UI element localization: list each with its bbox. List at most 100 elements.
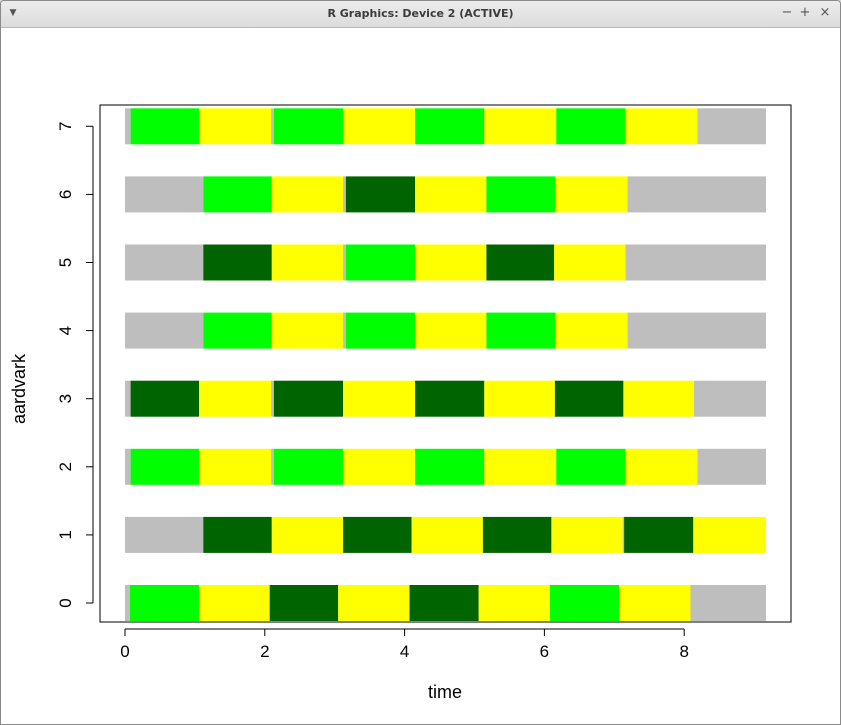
y-tick-label-5: 5 — [56, 258, 75, 267]
bar-segment-row5-6 — [486, 244, 555, 281]
bar-segment-row6-0 — [125, 176, 204, 213]
bar-segment-row2-5 — [343, 448, 416, 485]
bar-segment-row7-10 — [697, 108, 766, 145]
bar-segment-row5-1 — [203, 244, 272, 281]
bar-segment-row0-4 — [338, 585, 410, 621]
bar-segment-row4-2 — [271, 312, 344, 349]
bar-segment-row0-5 — [409, 585, 479, 621]
bar-segment-row2-3 — [271, 448, 274, 485]
bar-segment-row3-9 — [623, 380, 694, 417]
x-tick-label-2: 2 — [260, 642, 269, 661]
bar-segment-row1-1 — [203, 516, 272, 553]
bar-segment-row7-2 — [199, 108, 272, 145]
y-tick-label-7: 7 — [56, 122, 75, 131]
close-button[interactable]: × — [819, 5, 831, 20]
bar-segment-row6-7 — [555, 176, 628, 213]
bar-segment-row6-1 — [203, 176, 272, 213]
bar-segment-row5-0 — [125, 244, 204, 281]
bar-segment-row3-4 — [273, 380, 344, 417]
bar-segment-row7-0 — [125, 108, 131, 145]
minimize-button[interactable]: − — [781, 5, 793, 20]
title-bar[interactable]: ▼ R Graphics: Device 2 (ACTIVE) − + × — [1, 1, 840, 28]
window-menu-icon[interactable]: ▼ — [9, 8, 17, 18]
plot-canvas: 0 2 4 6 8 0 1 2 3 4 5 6 7 time aardvark — [1, 28, 840, 724]
bar-segment-row0-0 — [125, 585, 130, 621]
bar-segment-row7-6 — [415, 108, 485, 145]
bar-segment-row3-6 — [415, 380, 485, 417]
bar-segment-row1-5 — [482, 516, 552, 553]
bar-segment-row4-5 — [415, 312, 487, 349]
bar-segment-row5-2 — [271, 244, 344, 281]
bar-segment-row4-7 — [555, 312, 628, 349]
y-tick-label-4: 4 — [56, 326, 75, 335]
bar-segment-row2-8 — [556, 448, 626, 485]
y-tick-label-1: 1 — [56, 530, 75, 539]
bar-segment-row2-9 — [625, 448, 698, 485]
bar-segment-row7-7 — [484, 108, 557, 145]
bar-segments — [125, 108, 766, 621]
bar-segment-row0-1 — [129, 585, 200, 621]
bar-segment-row1-9 — [693, 516, 766, 553]
bar-segment-row2-10 — [697, 448, 766, 485]
bar-segment-row1-3 — [343, 516, 412, 553]
bar-segment-row4-4 — [345, 312, 416, 349]
y-axis-label: aardvark — [9, 353, 29, 424]
timeline-chart: 0 2 4 6 8 0 1 2 3 4 5 6 7 time aardvark — [9, 104, 792, 702]
bar-segment-row7-3 — [271, 108, 274, 145]
y-tick-label-6: 6 — [56, 190, 75, 199]
bar-segment-row4-1 — [203, 312, 272, 349]
bar-segment-row0-8 — [619, 585, 691, 621]
x-axis: 0 2 4 6 8 — [120, 628, 689, 661]
bar-segment-row6-5 — [415, 176, 487, 213]
bar-segment-row0-7 — [550, 585, 620, 621]
bar-segment-row2-4 — [273, 448, 344, 485]
bar-segment-row2-1 — [130, 448, 200, 485]
bar-segment-row6-3 — [343, 176, 346, 213]
x-tick-label-6: 6 — [540, 642, 549, 661]
y-tick-label-0: 0 — [56, 598, 75, 607]
bar-segment-row6-4 — [345, 176, 416, 213]
bar-segment-row1-2 — [271, 516, 344, 553]
bar-segment-row3-7 — [484, 380, 555, 417]
bar-segment-row2-2 — [199, 448, 272, 485]
bar-segment-row7-4 — [273, 108, 344, 145]
x-tick-label-8: 8 — [679, 642, 688, 661]
bar-segment-row1-4 — [411, 516, 483, 553]
bar-segment-row5-8 — [625, 244, 766, 281]
x-axis-label: time — [428, 682, 462, 702]
bar-segment-row1-6 — [551, 516, 623, 553]
bar-segment-row4-3 — [343, 312, 346, 349]
bar-segment-row1-0 — [125, 516, 204, 553]
bar-segment-row0-2 — [199, 585, 270, 621]
bar-segment-row3-5 — [343, 380, 416, 417]
bar-segment-row0-6 — [478, 585, 550, 621]
bar-segment-row5-4 — [345, 244, 416, 281]
bar-segment-row5-5 — [415, 244, 487, 281]
bar-segment-row2-0 — [125, 448, 131, 485]
bar-segment-row4-0 — [125, 312, 204, 349]
bar-segment-row1-7 — [622, 516, 625, 553]
bar-segment-row3-3 — [271, 380, 274, 417]
bar-segment-row7-8 — [556, 108, 626, 145]
bar-segment-row3-2 — [199, 380, 272, 417]
bar-segment-row6-6 — [486, 176, 556, 213]
bar-segment-row3-1 — [130, 380, 200, 417]
bar-segment-row1-8 — [624, 516, 694, 553]
window-title: R Graphics: Device 2 (ACTIVE) — [327, 7, 514, 20]
bar-segment-row7-5 — [343, 108, 416, 145]
y-tick-label-3: 3 — [56, 394, 75, 403]
y-tick-label-2: 2 — [56, 462, 75, 471]
bar-segment-row3-0 — [125, 380, 131, 417]
x-tick-label-4: 4 — [400, 642, 409, 661]
bar-segment-row2-7 — [484, 448, 557, 485]
bar-segment-row6-2 — [271, 176, 344, 213]
plot-frame — [99, 104, 792, 623]
bar-segment-row5-7 — [554, 244, 626, 281]
bar-segment-row0-9 — [690, 585, 766, 621]
maximize-button[interactable]: + — [799, 5, 811, 20]
bar-segment-row4-8 — [627, 312, 766, 349]
y-axis: 0 1 2 3 4 5 6 7 — [56, 122, 94, 608]
x-tick-label-0: 0 — [120, 642, 129, 661]
bar-segment-row5-3 — [343, 244, 346, 281]
